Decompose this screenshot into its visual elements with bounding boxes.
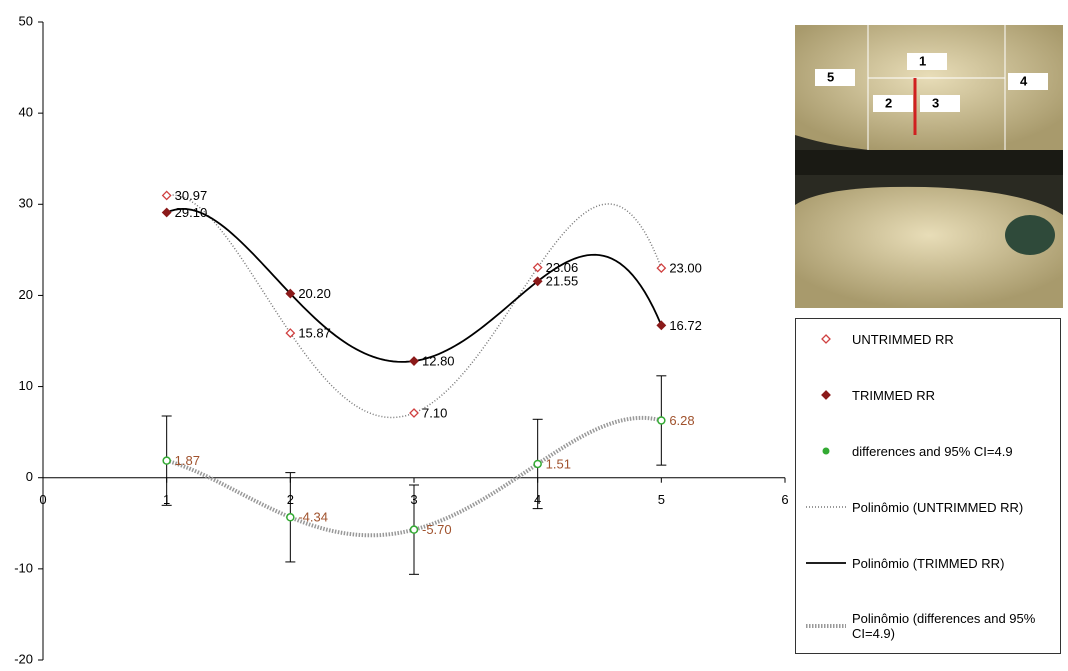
- data-label: 16.72: [669, 318, 702, 333]
- y-tick-label: 50: [19, 13, 33, 28]
- data-label: 20.20: [298, 286, 331, 301]
- image-label: 4: [1020, 73, 1028, 88]
- data-label: 29.10: [175, 205, 208, 220]
- point: [658, 417, 665, 424]
- data-label: 7.10: [422, 405, 447, 420]
- legend-swatch: [804, 499, 848, 515]
- image-label: 5: [827, 69, 834, 84]
- data-label: 30.97: [175, 188, 208, 203]
- trendline: [167, 195, 662, 418]
- x-tick-label: 5: [658, 492, 665, 507]
- photo: 1 2 3 4 5: [795, 25, 1063, 308]
- point: [163, 457, 170, 464]
- image-label-box: [815, 69, 855, 86]
- data-label: 1.87: [175, 453, 200, 468]
- legend-entry: differences and 95% CI=4.9: [804, 443, 1054, 459]
- point: [287, 514, 294, 521]
- legend-label: UNTRIMMED RR: [852, 332, 954, 347]
- point: [534, 460, 541, 467]
- data-label: 21.55: [546, 274, 579, 289]
- point: [657, 321, 665, 329]
- y-tick-label: -20: [14, 651, 33, 666]
- image-label: 2: [885, 95, 892, 110]
- legend-entry: UNTRIMMED RR: [804, 331, 1054, 347]
- legend-entry: Polinômio (TRIMMED RR): [804, 555, 1054, 571]
- y-tick-label: 30: [19, 196, 33, 211]
- y-tick-label: 10: [19, 378, 33, 393]
- legend-entry: Polinômio (differences and 95% CI=4.9): [804, 611, 1054, 641]
- x-tick-label: 0: [39, 492, 46, 507]
- x-tick-label: 6: [781, 492, 788, 507]
- y-tick-label: 0: [26, 469, 33, 484]
- legend: UNTRIMMED RR TRIMMED RR differences and 95…: [795, 318, 1061, 654]
- data-label: 6.28: [669, 413, 694, 428]
- data-label: 15.87: [298, 326, 331, 341]
- legend-label: Polinômio (TRIMMED RR): [852, 556, 1004, 571]
- data-label: -4.34: [298, 510, 328, 525]
- y-tick-label: 40: [19, 105, 33, 120]
- trendline: [167, 209, 662, 362]
- page: -20 -10 0 10 20 30 40 50 0 1 2 3 4 5 6 30.97 15.87 7.10 23…: [0, 0, 1068, 671]
- image-label: 1: [919, 53, 926, 68]
- point: [411, 526, 418, 533]
- legend-swatch: [804, 443, 848, 459]
- data-label: 1.51: [546, 456, 571, 471]
- image-label-box: [920, 95, 960, 112]
- legend-entry: Polinômio (UNTRIMMED RR): [804, 499, 1054, 515]
- point: [657, 264, 665, 272]
- legend-swatch: [804, 331, 848, 347]
- legend-label: TRIMMED RR: [852, 388, 935, 403]
- data-label: 12.80: [422, 353, 455, 368]
- point: [410, 409, 418, 417]
- legend-label: differences and 95% CI=4.9: [852, 444, 1013, 459]
- legend-label: Polinômio (differences and 95% CI=4.9): [852, 611, 1054, 641]
- point: [410, 357, 418, 365]
- point: [163, 191, 171, 199]
- chart: -20-1001020304050012345630.9715.877.1023…: [0, 0, 790, 671]
- legend-label: Polinômio (UNTRIMMED RR): [852, 500, 1023, 515]
- y-tick-label: -10: [14, 560, 33, 575]
- legend-entry: TRIMMED RR: [804, 387, 1054, 403]
- data-label: -5.70: [422, 522, 452, 537]
- image-label: 3: [932, 95, 939, 110]
- point: [163, 208, 171, 216]
- y-tick-label: 20: [19, 287, 33, 302]
- image-label-box: [873, 95, 913, 112]
- data-label: 23.06: [546, 260, 579, 275]
- image-label-box: [1008, 73, 1048, 90]
- image-label-box: [907, 53, 947, 70]
- legend-swatch: [804, 387, 848, 403]
- legend-swatch: [804, 618, 848, 634]
- legend-swatch: [804, 555, 848, 571]
- data-label: 23.00: [669, 261, 702, 276]
